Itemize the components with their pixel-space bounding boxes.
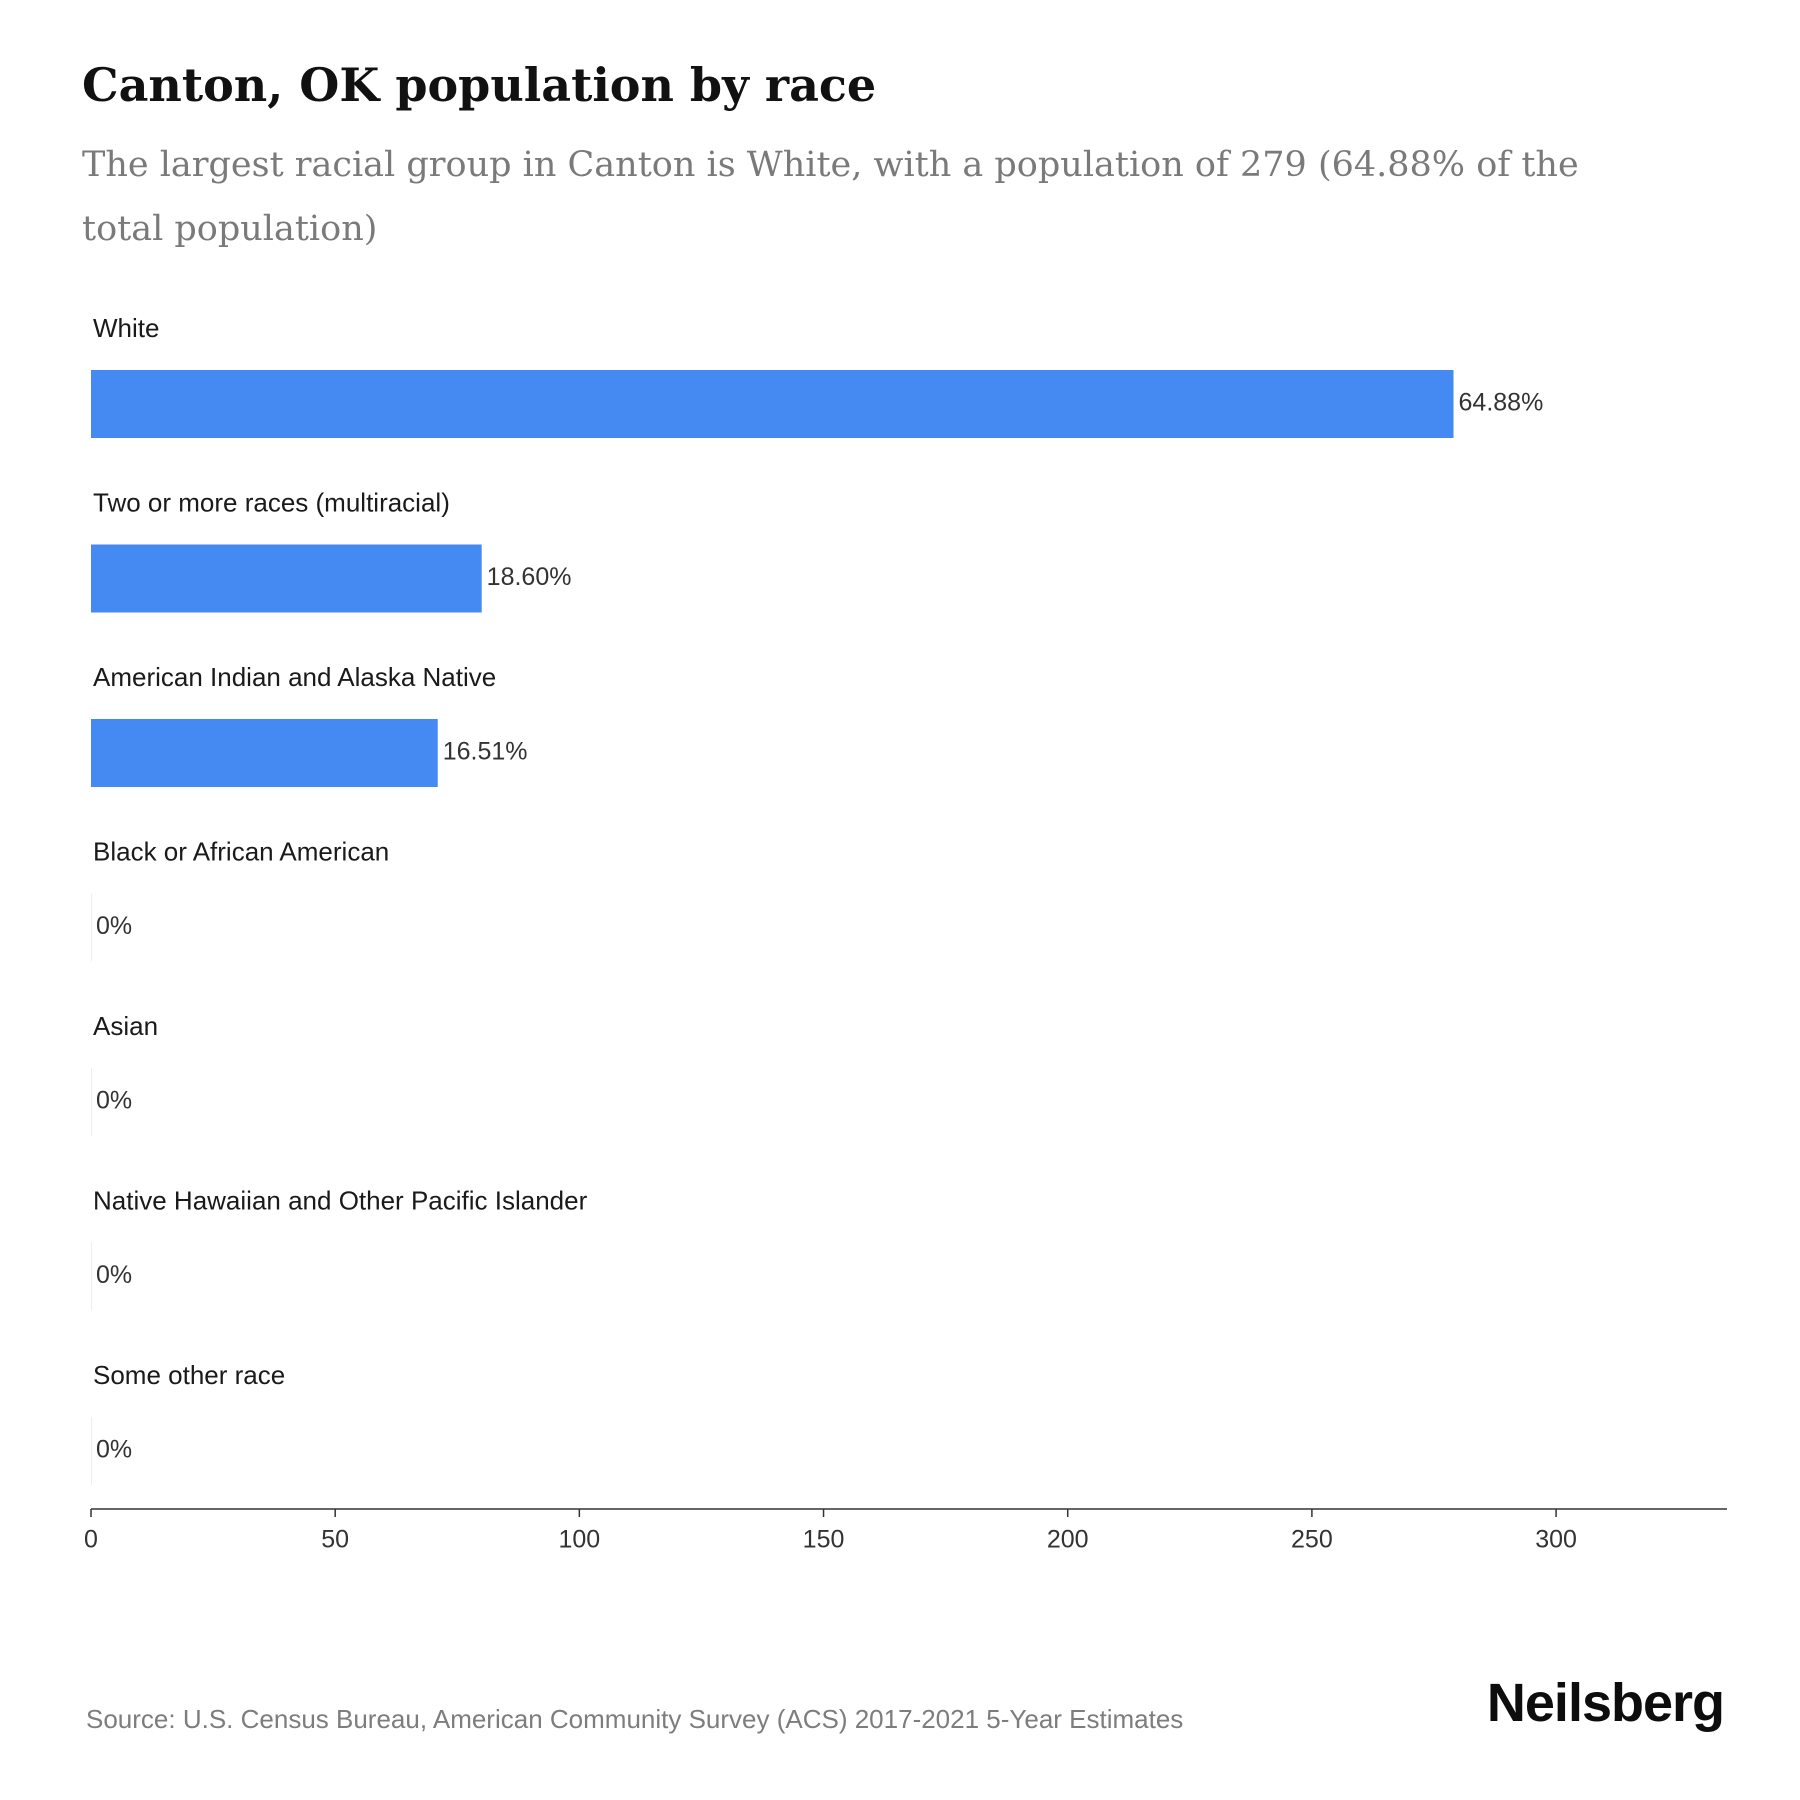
data-label: 0% — [96, 1087, 132, 1115]
data-label: 0% — [96, 912, 132, 940]
data-label: 16.51% — [443, 738, 528, 766]
x-tick-label: 200 — [1047, 1526, 1089, 1554]
x-tick-label: 50 — [321, 1526, 349, 1554]
source-note: Source: U.S. Census Bureau, American Com… — [86, 1704, 1184, 1734]
x-tick-label: 100 — [558, 1526, 600, 1554]
data-label: 18.60% — [487, 563, 572, 591]
data-label: 0% — [96, 1436, 132, 1464]
bar — [91, 370, 1454, 438]
bar-chart: White 64.88% Two or more races (multiracia… — [84, 313, 1727, 1554]
category-label: Two or more races (multiracial) — [93, 487, 450, 517]
chart-subtitle: The largest racial group in Canton is Wh… — [82, 145, 1579, 249]
x-tick-label: 0 — [84, 1526, 98, 1554]
neilsberg-logo: Neilsberg — [1486, 1673, 1725, 1733]
bar — [91, 719, 438, 787]
bar — [91, 1068, 92, 1136]
category-label: Native Hawaiian and Other Pacific Island… — [93, 1185, 588, 1215]
bar — [91, 893, 92, 962]
data-label: 64.88% — [1459, 389, 1544, 417]
chart-title: Canton, OK population by race — [82, 58, 877, 112]
category-label: Some other race — [93, 1360, 285, 1390]
bar — [91, 1242, 92, 1311]
category-label: White — [93, 313, 159, 343]
bar — [91, 1417, 92, 1485]
category-label: American Indian and Alaska Native — [93, 662, 496, 692]
x-tick-label: 150 — [803, 1526, 845, 1554]
category-label: Black or African American — [93, 836, 389, 866]
bar — [91, 544, 482, 613]
x-tick-label: 300 — [1535, 1526, 1577, 1554]
data-label: 0% — [96, 1261, 132, 1289]
category-label: Asian — [93, 1011, 158, 1041]
x-tick-label: 250 — [1291, 1526, 1333, 1554]
